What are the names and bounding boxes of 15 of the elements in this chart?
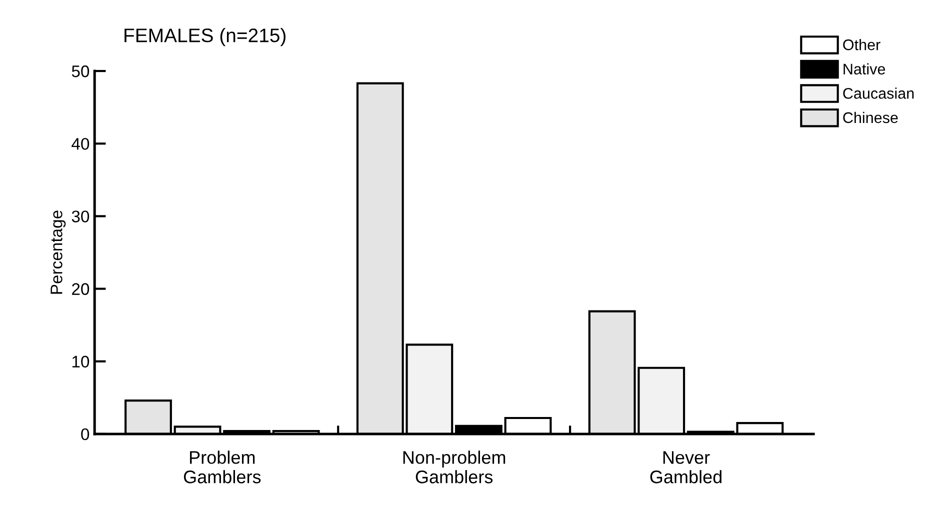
x-tick-label: Problem Gamblers	[184, 450, 261, 484]
y-tick-label: 20	[72, 283, 90, 295]
y-axis-title: Percentage	[50, 210, 66, 294]
legend-label: Caucasian	[843, 88, 914, 99]
y-tick-label: 50	[72, 65, 90, 78]
y-tick-label: 40	[72, 138, 90, 150]
y-tick-label: 30	[72, 210, 90, 222]
y-tick-label: 10	[72, 356, 90, 368]
y-tick-label: 0	[81, 428, 90, 440]
legend-label: Native	[844, 63, 886, 75]
x-tick-label: Non-problem Gamblers	[403, 450, 506, 484]
x-tick-label: Never Gambled	[650, 451, 722, 484]
legend-label: Chinese	[843, 112, 898, 124]
legend-label: Other	[843, 38, 880, 50]
chart-title: FEMALES (n=215)	[124, 28, 286, 46]
